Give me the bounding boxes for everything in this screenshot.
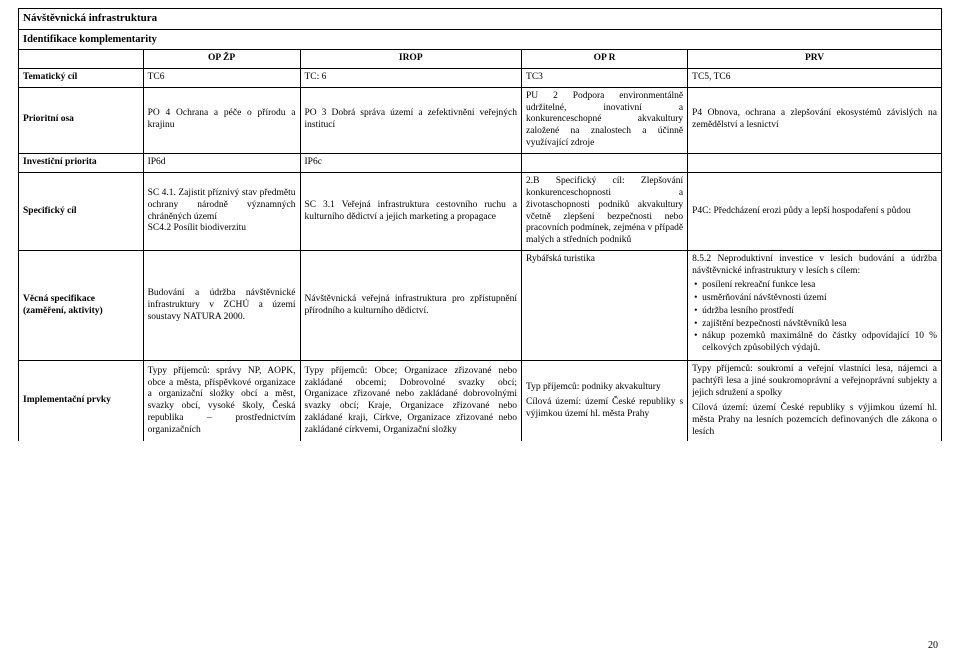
thematic-c3: TC3: [522, 68, 688, 87]
matter-spec-c2: Návštěvnická veřejná infrastruktura pro …: [300, 251, 522, 361]
col-prv: PRV: [688, 49, 942, 68]
thematic-label: Tematický cíl: [19, 68, 144, 87]
priority-axis-c1: PO 4 Ochrana a péče o přírodu a krajinu: [143, 87, 300, 153]
specific-goal-c3: 2.B Specifický cíl: Zlepšování konkurenc…: [522, 172, 688, 250]
priority-axis-row: Prioritní osa PO 4 Ochrana a péče o přír…: [19, 87, 942, 153]
priority-axis-label: Prioritní osa: [19, 87, 144, 153]
matter-spec-row: Věcná specifikace (zaměření, aktivity) B…: [19, 251, 942, 361]
impl-elements-c4: Typy příjemců: soukromí a veřejní vlastn…: [688, 361, 942, 442]
subheader-cell: Identifikace komplementarity: [19, 29, 942, 49]
list-item: zajištění bezpečnosti návštěvníků lesa: [692, 319, 937, 331]
list-item: nákup pozemků maximálně do částky odpoví…: [692, 331, 937, 355]
impl-elements-c3: Typ příjemců: podniky akvakultury Cílová…: [522, 361, 688, 442]
invest-priority-c2: IP6c: [300, 154, 522, 173]
blank-corner: [19, 49, 144, 68]
impl-elements-row: Implementační prvky Typy příjemců: správ…: [19, 361, 942, 442]
thematic-c1: TC6: [143, 68, 300, 87]
specific-goal-c1a: SC 4.1. Zajistit příznivý stav předmětu …: [148, 188, 296, 224]
invest-priority-c3: [522, 154, 688, 173]
page-number: 20: [928, 640, 938, 653]
invest-priority-label: Investiční priorita: [19, 154, 144, 173]
list-item: údržba lesního prostředí: [692, 306, 937, 318]
impl-elements-c4b: Cílová území: území České republiky s vý…: [692, 403, 937, 439]
thematic-c2: TC: 6: [300, 68, 522, 87]
invest-priority-c1: IP6d: [143, 154, 300, 173]
matter-spec-c3: Rybářská turistika: [522, 251, 688, 361]
complementarity-table: Návštěvnická infrastruktura Identifikace…: [18, 8, 942, 441]
specific-goal-c1: SC 4.1. Zajistit příznivý stav předmětu …: [143, 172, 300, 250]
priority-axis-c3: PU 2 Podpora environmentálně udržitelné,…: [522, 87, 688, 153]
matter-spec-c1: Budování a údržba návštěvnické infrastru…: [143, 251, 300, 361]
specific-goal-row: Specifický cíl SC 4.1. Zajistit příznivý…: [19, 172, 942, 250]
impl-elements-label: Implementační prvky: [19, 361, 144, 442]
specific-goal-c2: SC 3.1 Veřejná infrastruktura cestovního…: [300, 172, 522, 250]
title-row: Návštěvnická infrastruktura: [19, 9, 942, 30]
impl-elements-c4a: Typy příjemců: soukromí a veřejní vlastn…: [692, 364, 937, 400]
list-item: posílení rekreační funkce lesa: [692, 280, 937, 292]
matter-spec-label: Věcná specifikace (zaměření, aktivity): [19, 251, 144, 361]
impl-elements-c2: Typy příjemců: Obce; Organizace zřizovan…: [300, 361, 522, 442]
invest-priority-row: Investiční priorita IP6d IP6c: [19, 154, 942, 173]
impl-elements-c3a: Typ příjemců: podniky akvakultury: [526, 382, 683, 394]
column-header-row: OP ŽP IROP OP R PRV: [19, 49, 942, 68]
impl-elements-c1: Typy příjemců: správy NP, AOPK, obce a m…: [143, 361, 300, 442]
col-opr: OP R: [522, 49, 688, 68]
impl-elements-c3b: Cílová území: území České republiky s vý…: [526, 397, 683, 421]
specific-goal-c4: P4C: Předcházení erozi půdy a lepší hosp…: [688, 172, 942, 250]
thematic-row: Tematický cíl TC6 TC: 6 TC3 TC5, TC6: [19, 68, 942, 87]
col-opzp: OP ŽP: [143, 49, 300, 68]
col-irop: IROP: [300, 49, 522, 68]
title-cell: Návštěvnická infrastruktura: [19, 9, 942, 30]
matter-spec-c4-list: posílení rekreační funkce lesa usměrňová…: [692, 280, 937, 355]
specific-goal-c1b: SC4.2 Posílit biodiverzitu: [148, 223, 296, 235]
matter-spec-c4: 8.5.2 Neproduktivní investice v lesích b…: [688, 251, 942, 361]
priority-axis-c4: P4 Obnova, ochrana a zlepšování ekosysté…: [688, 87, 942, 153]
invest-priority-c4: [688, 154, 942, 173]
subheader-row: Identifikace komplementarity: [19, 29, 942, 49]
matter-spec-c4-pre: 8.5.2 Neproduktivní investice v lesích b…: [692, 254, 937, 278]
list-item: usměrňování návštěvnosti území: [692, 293, 937, 305]
thematic-c4: TC5, TC6: [688, 68, 942, 87]
priority-axis-c2: PO 3 Dobrá správa území a zefektivnění v…: [300, 87, 522, 153]
specific-goal-label: Specifický cíl: [19, 172, 144, 250]
